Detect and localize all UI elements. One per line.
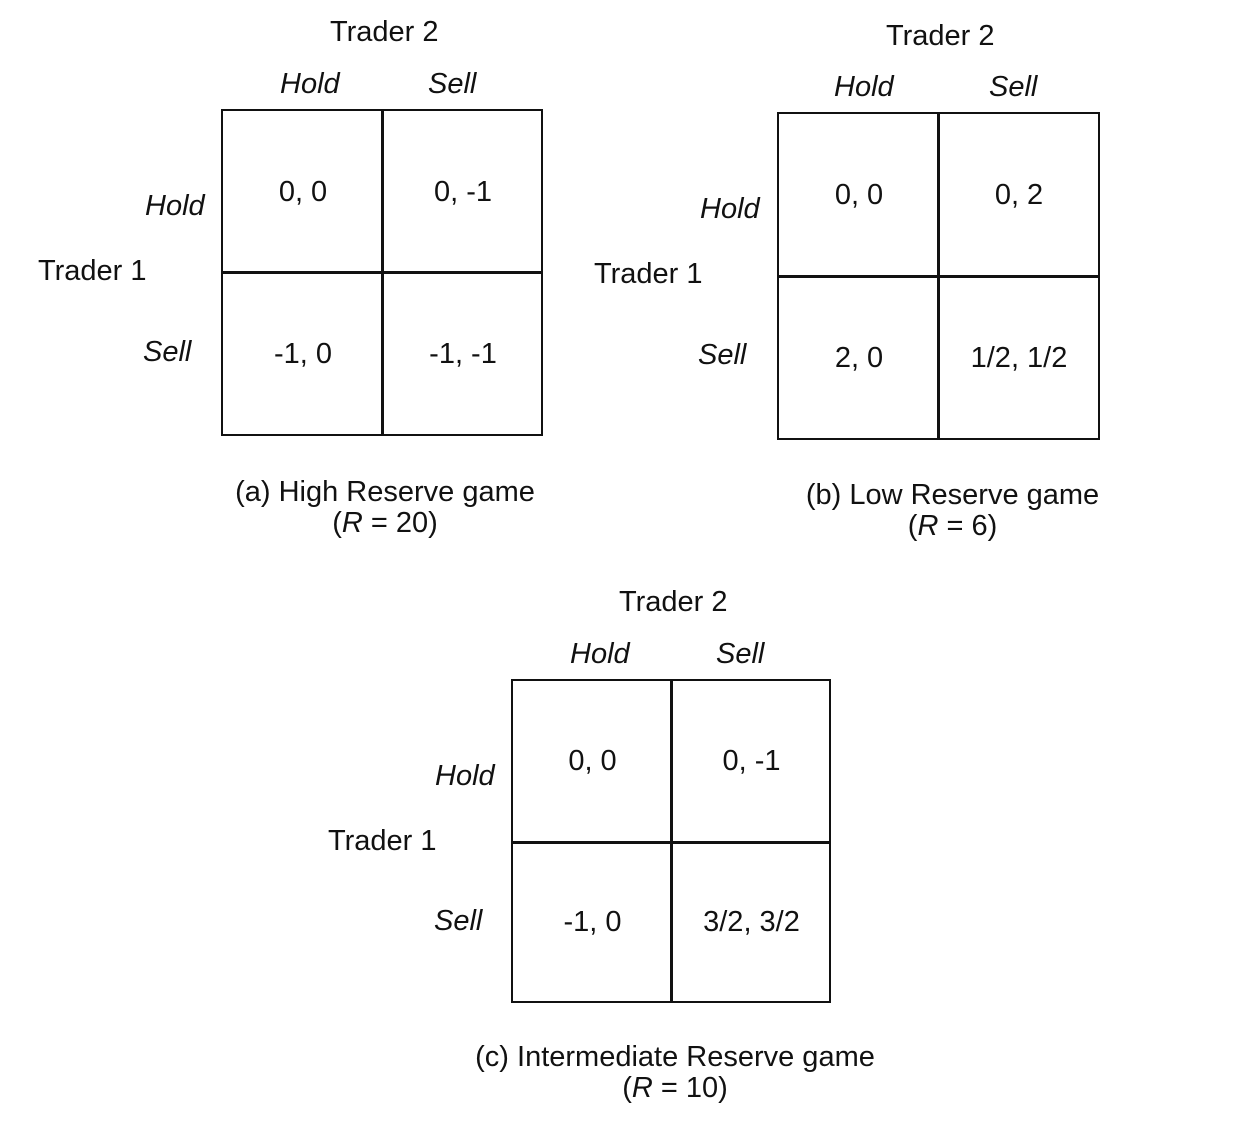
row-player-label: Trader 1 bbox=[594, 258, 703, 290]
caption-reserve: (R = 20) bbox=[332, 507, 438, 539]
row-strategy-sell: Sell bbox=[143, 336, 192, 368]
game-c: Trader 2 Hold Sell Hold Trader 1 Sell 0,… bbox=[0, 560, 1259, 1121]
payoff-sell-sell: 1/2, 1/2 bbox=[970, 342, 1068, 374]
caption: (a) High Reserve game (R = 20) bbox=[200, 477, 570, 539]
row-player-label: Trader 1 bbox=[328, 825, 437, 857]
game-a: Trader 2 Hold Sell Hold Trader 1 Sell 0,… bbox=[0, 0, 600, 560]
payoff-hold-sell: 0, -1 bbox=[722, 745, 781, 777]
game-b: Trader 2 Hold Sell Hold Trader 1 Sell 0,… bbox=[0, 0, 1259, 560]
payoff-sell-hold: -1, 0 bbox=[273, 337, 333, 370]
divider-horizontal bbox=[779, 275, 1098, 278]
row-strategy-hold: Hold bbox=[435, 760, 495, 792]
payoff-matrix: 0, 0 0, -1 -1, 0 -1, -1 bbox=[221, 109, 543, 436]
caption: (c) Intermediate Reserve game (R = 10) bbox=[440, 1042, 910, 1104]
caption: (b) Low Reserve game (R = 6) bbox=[770, 480, 1135, 542]
col-strategy-hold: Hold bbox=[280, 68, 340, 100]
divider-horizontal bbox=[223, 271, 541, 274]
payoff-sell-sell: 3/2, 3/2 bbox=[703, 906, 800, 938]
payoff-sell-hold: -1, 0 bbox=[563, 906, 622, 938]
row-strategy-sell: Sell bbox=[434, 905, 483, 937]
divider-horizontal bbox=[513, 841, 829, 844]
row-strategy-hold: Hold bbox=[700, 193, 760, 225]
payoff-matrix: 0, 0 0, -1 -1, 0 3/2, 3/2 bbox=[511, 679, 831, 1003]
col-strategy-sell: Sell bbox=[716, 638, 765, 670]
caption-reserve: (R = 6) bbox=[907, 510, 998, 542]
col-strategy-sell: Sell bbox=[428, 68, 477, 100]
col-strategy-hold: Hold bbox=[834, 71, 894, 103]
payoff-hold-hold: 0, 0 bbox=[834, 179, 884, 211]
row-strategy-hold: Hold bbox=[145, 190, 205, 222]
col-strategy-sell: Sell bbox=[989, 71, 1038, 103]
payoff-sell-hold: 2, 0 bbox=[834, 342, 884, 374]
caption-reserve: (R = 10) bbox=[622, 1072, 728, 1104]
col-player-label: Trader 2 bbox=[886, 20, 995, 52]
payoff-sell-sell: -1, -1 bbox=[429, 337, 497, 370]
col-player-label: Trader 2 bbox=[619, 586, 728, 618]
payoff-hold-hold: 0, 0 bbox=[278, 175, 328, 208]
payoff-hold-hold: 0, 0 bbox=[568, 745, 617, 777]
row-player-label: Trader 1 bbox=[38, 255, 147, 287]
caption-title: (a) High Reserve game bbox=[235, 476, 535, 508]
payoff-hold-sell: 0, 2 bbox=[994, 179, 1044, 211]
col-player-label: Trader 2 bbox=[330, 16, 439, 48]
payoff-matrix: 0, 0 0, 2 2, 0 1/2, 1/2 bbox=[777, 112, 1100, 440]
caption-title: (b) Low Reserve game bbox=[805, 479, 1100, 511]
payoff-hold-sell: 0, -1 bbox=[433, 175, 493, 208]
col-strategy-hold: Hold bbox=[570, 638, 630, 670]
caption-title: (c) Intermediate Reserve game bbox=[475, 1041, 875, 1073]
row-strategy-sell: Sell bbox=[698, 339, 747, 371]
